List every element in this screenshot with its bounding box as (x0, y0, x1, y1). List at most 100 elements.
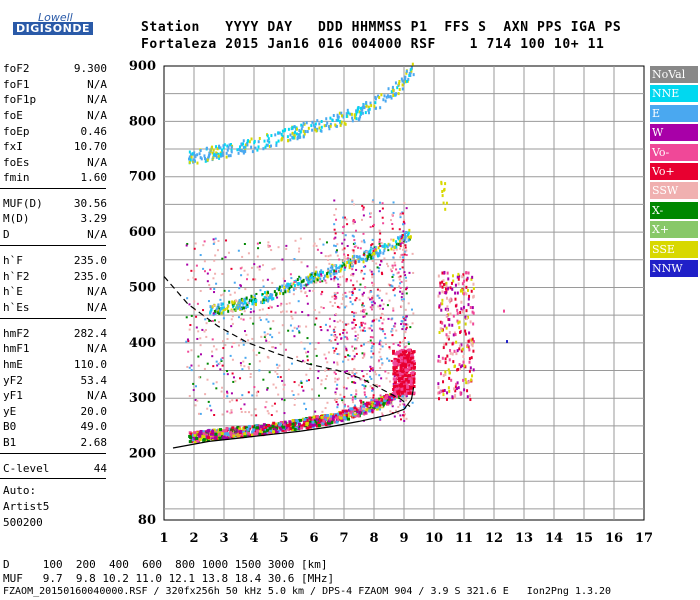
echo-f-trace (267, 423, 271, 427)
echo-spread-f (319, 280, 322, 283)
echo-spread-f (203, 260, 206, 263)
echo-f-trace (300, 424, 304, 428)
echo-spread-f (195, 326, 198, 329)
echo-f-trace (214, 432, 218, 436)
echo-spread-f (410, 308, 413, 311)
echo-high-freq (444, 357, 447, 361)
echo-spread-f (294, 239, 297, 242)
echo-spread-f (297, 300, 300, 303)
echo-high-freq (465, 278, 468, 282)
echo-spread-f (298, 331, 301, 334)
echo-vertical-spike (390, 397, 393, 400)
echo-spread-f (349, 279, 352, 282)
echo-spread-f (342, 260, 345, 263)
echo-vertical-spike (360, 321, 363, 324)
echo-vertical-spike (372, 394, 375, 397)
echo-high-freq (446, 286, 449, 290)
echo-high-freq (440, 182, 443, 186)
echo-2f (407, 235, 410, 239)
echo-spread-f (242, 343, 245, 346)
echo-spread-f (189, 324, 192, 327)
y-tick-label: 700 (129, 170, 156, 185)
echo-3f (226, 148, 229, 152)
echo-cusp (409, 363, 413, 367)
param-row-fof2: foF2 9.300 (3, 62, 107, 76)
echo-2f (363, 252, 366, 256)
echo-vertical-spike (370, 270, 373, 273)
echo-cusp (394, 363, 398, 367)
echo-3f (216, 147, 219, 151)
echo-vertical-spike (380, 341, 383, 344)
echo-spread-f (220, 358, 223, 361)
echo-3f (221, 153, 224, 157)
echo-high-freq (468, 379, 471, 383)
echo-f-trace (259, 429, 263, 433)
echo-f-trace (300, 426, 304, 430)
echo-spread-f (266, 313, 269, 316)
echo-f-trace (225, 426, 229, 430)
echo-high-freq (456, 312, 459, 316)
y-tick-label: 300 (129, 391, 156, 406)
echo-vertical-spike (378, 384, 381, 387)
echo-high-freq (446, 305, 449, 309)
echo-spread-f (264, 406, 267, 409)
echo-high-freq (462, 305, 465, 309)
echo-vertical-spike (403, 202, 406, 205)
echo-f-trace (218, 433, 222, 437)
echo-vertical-spike (336, 320, 339, 323)
echo-spread-f (226, 392, 229, 395)
echo-3f (246, 141, 249, 145)
echo-spread-f (195, 264, 198, 267)
echo-2f (271, 293, 274, 297)
echo-2f (382, 251, 385, 255)
echo-high-freq (445, 342, 448, 346)
echo-f-trace (188, 440, 192, 444)
echo-vertical-spike (351, 200, 354, 203)
echo-spread-f (241, 394, 244, 397)
echo-2f (406, 234, 409, 238)
echo-spread-f (229, 354, 232, 357)
echo-f-trace (219, 428, 223, 432)
echo-vertical-spike (371, 369, 374, 372)
echo-vertical-spike (362, 214, 365, 217)
echo-2f (358, 255, 361, 259)
param-row-h-es: h`Es N/A (3, 301, 107, 315)
echo-vertical-spike (362, 329, 365, 332)
param-value: 110.0 (73, 358, 107, 371)
echo-3f (342, 115, 345, 119)
echo-spread-f (196, 302, 199, 305)
echo-spread-f (188, 395, 191, 398)
echo-2f (262, 298, 265, 302)
echo-spread-f (291, 317, 294, 320)
echo-2f (377, 254, 380, 258)
echo-3f (405, 71, 408, 75)
echo-2f (284, 287, 287, 291)
echo-vertical-spike (352, 274, 355, 277)
echo-2f (323, 274, 326, 278)
echo-spread-f (362, 304, 365, 307)
echo-spread-f (340, 302, 343, 305)
echo-f-trace (248, 426, 252, 430)
echo-spread-f (212, 365, 215, 368)
echo-high-freq (472, 287, 475, 291)
echo-cusp (399, 385, 403, 389)
echo-spread-f (367, 296, 370, 299)
echo-vertical-spike (378, 319, 381, 322)
echo-3f (277, 131, 280, 135)
x-tick-label: 17 (635, 531, 653, 546)
echo-vertical-spike (403, 253, 406, 256)
echo-spread-f (258, 309, 261, 312)
echo-3f (222, 146, 225, 150)
echo-3f (194, 154, 197, 158)
echo-f-trace (278, 423, 282, 427)
echo-spread-f (209, 287, 212, 290)
echo-f-trace (349, 412, 353, 416)
param-row-fxi: fxI 10.70 (3, 140, 107, 154)
echo-2f (372, 251, 375, 255)
x-tick-label: 16 (605, 531, 623, 546)
echo-spread-f (193, 247, 196, 250)
echo-vertical-spike (362, 239, 365, 242)
echo-spread-f (279, 376, 282, 379)
echo-vertical-spike (333, 294, 336, 297)
echo-vertical-spike (400, 239, 403, 242)
